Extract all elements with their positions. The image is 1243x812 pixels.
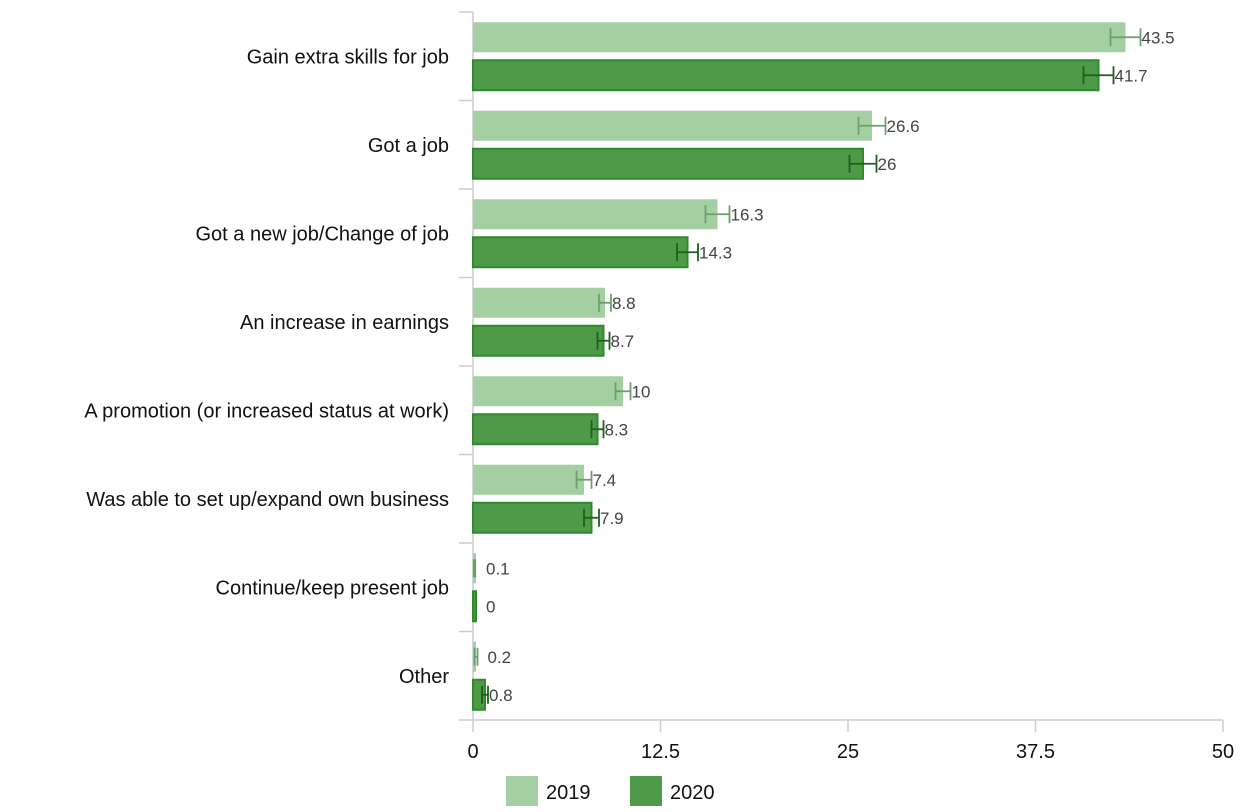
category-label: An increase in earnings [240,312,449,334]
labels: Gain extra skills for job Got a job Got a … [84,28,1174,705]
category-label: A promotion (or increased status at work… [84,400,449,422]
bar-2019 [473,464,584,495]
bar-2020 [472,147,864,180]
legend-label: 2019 [546,782,591,804]
data-label: 0.1 [486,559,510,578]
category-label: Other [399,666,449,688]
data-label: 7.9 [600,509,624,528]
data-label: 0 [486,597,495,616]
category-label: Got a new job/Change of job [195,223,449,245]
bar-2019 [473,287,605,318]
x-tick-label: 0 [467,741,478,763]
axes: 0 12.5 25 37.5 50 [459,11,1234,763]
data-label: 8.8 [612,294,636,313]
bar-2020 [472,501,593,534]
legend: 2019 2020 [506,776,715,806]
bar-2019 [473,110,872,141]
category-label: Gain extra skills for job [247,46,449,68]
data-label: 14.3 [699,243,732,262]
data-label: 0.2 [488,648,512,667]
data-label: 8.7 [611,332,635,351]
bar-2019 [473,22,1126,53]
category-label: Continue/keep present job [216,577,450,599]
x-tick-label: 37.5 [1016,741,1055,763]
category-label: Got a job [368,135,449,157]
data-label: 26.6 [887,117,920,136]
data-label: 16.3 [731,205,764,224]
bar-2020 [472,413,599,446]
data-label: 41.7 [1115,66,1148,85]
bars [472,22,1142,711]
data-label: 43.5 [1142,28,1175,47]
legend-swatch-2019 [506,776,538,806]
bar-2020 [472,590,477,623]
x-tick-label: 12.5 [641,741,680,763]
x-tick-label: 50 [1212,741,1234,763]
data-label: 7.4 [593,471,617,490]
bar-2020 [472,236,689,269]
bar-2019 [473,376,623,407]
x-tick-label: 25 [837,741,859,763]
legend-label: 2020 [670,782,715,804]
data-label: 0.8 [489,686,513,705]
bar-2020 [472,324,605,357]
category-label: Was able to set up/expand own business [86,489,449,511]
bar-2019 [473,199,718,230]
bar-2020 [472,59,1100,92]
legend-swatch-2020 [630,776,662,806]
data-label: 10 [632,382,651,401]
data-label: 26 [878,155,897,174]
data-label: 8.3 [605,420,629,439]
